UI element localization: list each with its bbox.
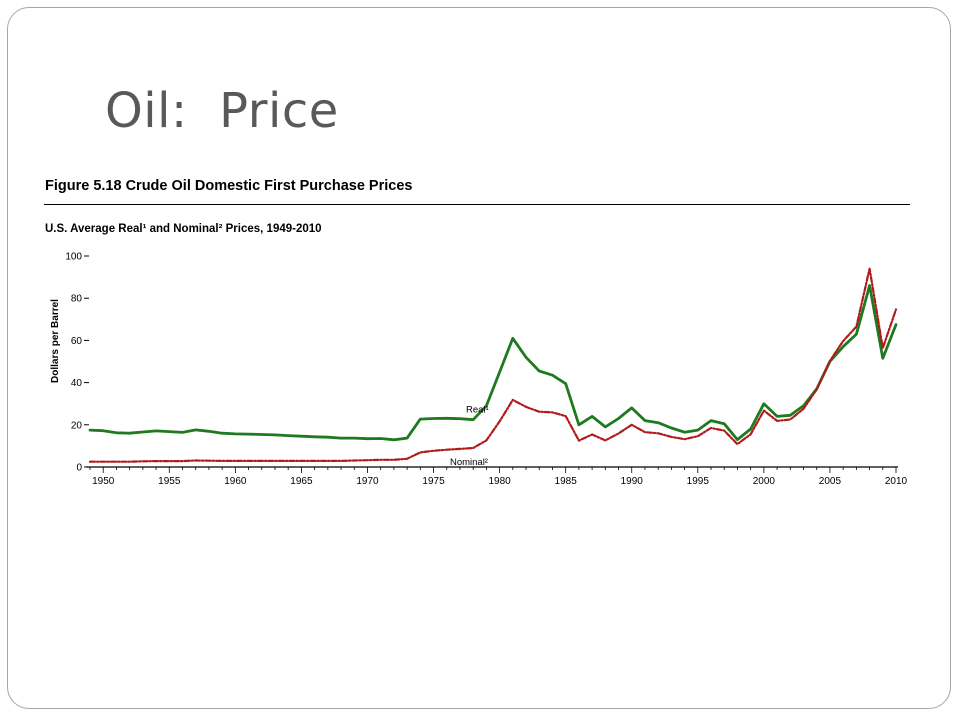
figure-title: Figure 5.18 Crude Oil Domestic First Pur… — [45, 178, 413, 194]
x-tick-label: 1955 — [158, 476, 181, 487]
y-tick-label: 80 — [71, 294, 83, 305]
y-axis-label: Dollars per Barrel — [50, 299, 61, 383]
axes: 0 20 40 60 80 100 1950 1955 1960 1965 1970 1975 1980… — [65, 252, 907, 488]
nominal-series-label: Nominal² — [450, 457, 488, 468]
y-tick-label: 60 — [71, 336, 83, 347]
y-tick-label: 20 — [71, 420, 83, 431]
annotations: Real¹ Nominal² — [450, 405, 489, 468]
slide-frame — [7, 7, 951, 709]
x-tick-label: 1980 — [488, 476, 511, 487]
y-tick-label: 40 — [71, 378, 83, 389]
real-series-label: Real¹ — [466, 405, 489, 416]
x-tick-label: 1995 — [687, 476, 710, 487]
slide-title: Oil: Price — [105, 83, 339, 139]
series-lines — [88, 267, 898, 463]
nominal-series-line — [88, 267, 898, 463]
x-tick-label: 2005 — [819, 476, 842, 487]
x-tick-label: 1985 — [555, 476, 578, 487]
x-tick-label: 2000 — [753, 476, 776, 487]
x-tick-label: 1970 — [356, 476, 379, 487]
x-tick-label: 1990 — [621, 476, 644, 487]
y-tick-label: 100 — [65, 252, 82, 263]
x-tick-label: 2010 — [885, 476, 908, 487]
x-tick-label: 1950 — [92, 476, 115, 487]
x-tick-label: 1960 — [224, 476, 247, 487]
figure-rule — [44, 204, 910, 205]
x-tick-label: 1975 — [422, 476, 445, 487]
figure-subtitle: U.S. Average Real¹ and Nominal² Prices, … — [45, 223, 322, 235]
x-tick-label: 1965 — [290, 476, 313, 487]
y-tick-label: 0 — [76, 463, 82, 474]
real-series-line — [88, 284, 898, 442]
